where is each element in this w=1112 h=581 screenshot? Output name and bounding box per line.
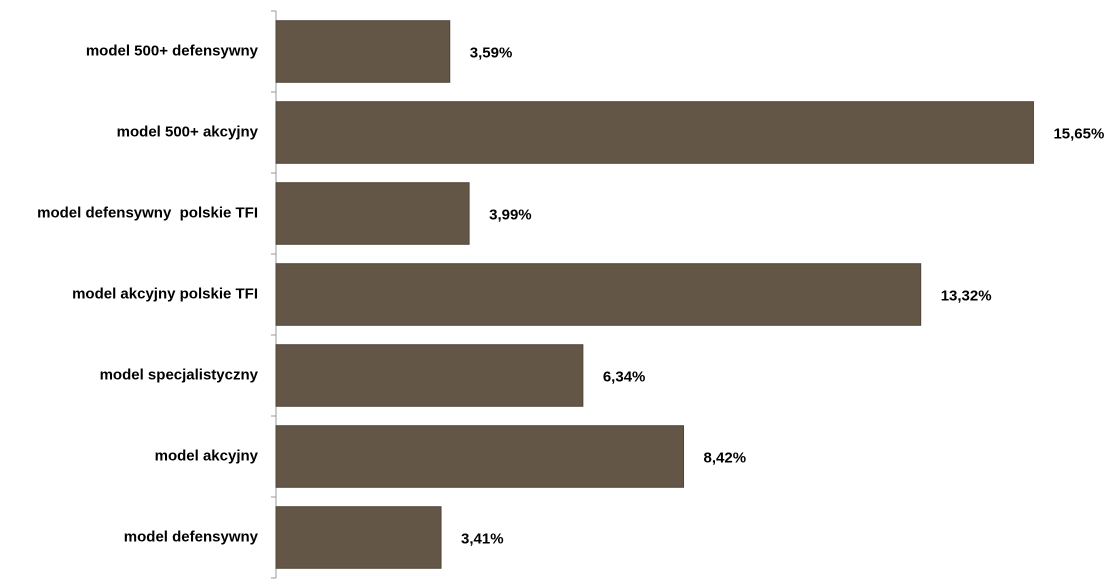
bar [275,263,922,326]
data-label: 3,99% [489,206,532,223]
data-label: 3,59% [470,44,513,61]
data-label: 8,42% [704,449,747,466]
category-label: model defensywny polskie TFI [37,204,258,221]
bar [275,425,685,488]
bar [275,344,584,407]
category-label: model 500+ akcyjny [117,123,259,140]
bar [275,101,1034,164]
category-label: model defensywny [124,528,259,545]
data-label: 15,65% [1053,125,1104,142]
bar [275,20,451,83]
data-label: 6,34% [603,368,646,385]
category-label: model 500+ defensywny [86,42,259,59]
data-label: 3,41% [461,530,504,547]
category-label: model akcyjny [155,447,259,464]
bar [275,182,470,245]
data-label: 13,32% [941,287,992,304]
category-label: model akcyjny polskie TFI [72,285,258,302]
bar [275,506,442,569]
category-label: model specjalistyczny [100,366,259,383]
